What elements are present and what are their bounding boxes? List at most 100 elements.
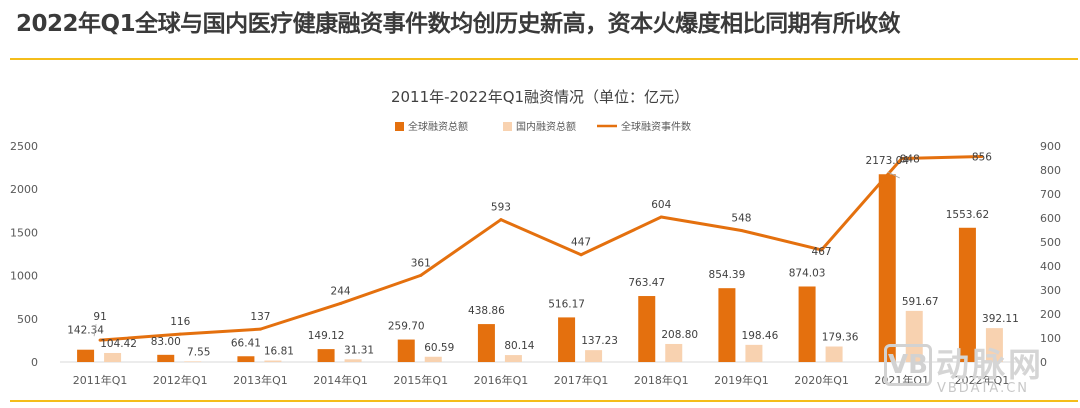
watermark-url: VBDATA.CN xyxy=(937,381,1030,396)
x-tick-label: 2015年Q1 xyxy=(393,373,448,387)
domestic-amount-bar xyxy=(504,355,522,362)
domestic-amount-bar xyxy=(905,310,923,362)
data-labels: 142.34 83.00 66.41 149.12 259.70 438.86 516.17… xyxy=(67,152,1019,359)
x-tick-label: 2022年Q1 xyxy=(955,373,1010,387)
x-tick-label: 2011年Q1 xyxy=(73,373,128,387)
event-count-label: 91 xyxy=(93,311,106,323)
legend-label: 全球融资事件数 xyxy=(621,120,691,133)
event-count-point xyxy=(900,156,904,160)
global-amount-bar xyxy=(878,174,896,362)
global-amount-bar xyxy=(958,227,976,362)
chart-axes: 0 500 1000 1500 2000 2500 0 100 200 300 400 500 600 7… xyxy=(10,140,1061,387)
domestic-amount-bar xyxy=(184,361,202,362)
legend-swatch xyxy=(503,122,512,131)
y-right-tick: 700 xyxy=(1040,188,1061,201)
domestic-amount-series xyxy=(104,310,1003,362)
event-count-point xyxy=(980,155,984,159)
event-count-point xyxy=(659,215,663,219)
legend-label: 国内融资总额 xyxy=(516,120,576,133)
event-count-label: 848 xyxy=(900,153,920,165)
event-count-point xyxy=(579,253,583,257)
event-count-label: 593 xyxy=(491,202,511,214)
event-count-point xyxy=(339,301,343,305)
bottom-accent-rule xyxy=(10,400,1078,402)
event-count-label: 137 xyxy=(250,311,270,323)
page-headline: 2022年Q1全球与国内医疗健康融资事件数均创历史新高，资本火爆度相比同期有所收… xyxy=(16,11,901,37)
legend-swatch xyxy=(395,122,404,131)
y-right-tick: 400 xyxy=(1040,260,1061,273)
event-count-label: 467 xyxy=(812,246,832,258)
global-amount-label: 516.17 xyxy=(548,298,585,310)
y-left-tick: 2000 xyxy=(10,183,38,196)
event-count-point xyxy=(820,248,824,252)
global-amount-bar xyxy=(798,286,816,362)
event-count-point xyxy=(739,228,743,232)
global-amount-bar xyxy=(157,354,175,362)
global-amount-label: 83.00 xyxy=(151,336,181,348)
global-amount-label: 2173.04 xyxy=(866,155,910,167)
global-amount-bar xyxy=(77,349,95,362)
x-tick-label: 2018年Q1 xyxy=(634,373,689,387)
x-tick-label: 2014年Q1 xyxy=(313,373,368,387)
global-amount-bar xyxy=(317,349,335,362)
label-leader-line xyxy=(93,324,97,337)
global-amount-label: 66.41 xyxy=(231,337,261,349)
event-count-label: 361 xyxy=(411,257,431,269)
event-count-point xyxy=(98,338,102,342)
domestic-amount-label: 179.36 xyxy=(822,332,859,344)
y-right-tick: 600 xyxy=(1040,212,1061,225)
event-count-label: 856 xyxy=(972,152,992,164)
event-count-point xyxy=(499,218,503,222)
global-amount-label: 142.34 xyxy=(67,325,104,337)
y-left-tick: 1000 xyxy=(10,270,38,283)
y-left-tick: 2500 xyxy=(10,140,38,153)
domestic-amount-bar xyxy=(104,352,122,362)
x-tick-label: 2016年Q1 xyxy=(474,373,529,387)
domestic-amount-label: 137.23 xyxy=(581,335,618,347)
global-amount-bar xyxy=(718,288,736,362)
x-tick-label: 2013年Q1 xyxy=(233,373,288,387)
global-amount-bar xyxy=(397,339,415,362)
event-count-label: 116 xyxy=(170,316,190,328)
label-leader-line xyxy=(887,171,900,179)
domestic-amount-bar xyxy=(745,344,763,362)
y-left-tick: 0 xyxy=(31,356,38,369)
domestic-amount-bar xyxy=(825,346,843,362)
domestic-amount-bar xyxy=(585,350,603,362)
global-amount-bar xyxy=(558,317,576,362)
y-right-tick: 500 xyxy=(1040,236,1061,249)
domestic-amount-label: 392.11 xyxy=(982,313,1019,325)
x-tick-label: 2020年Q1 xyxy=(794,373,849,387)
y-right-tick: 900 xyxy=(1040,140,1061,153)
domestic-amount-label: 80.14 xyxy=(504,340,534,352)
global-amount-label: 259.70 xyxy=(388,321,425,333)
y-left-tick: 1500 xyxy=(10,226,38,239)
y-right-tick: 100 xyxy=(1040,332,1061,345)
y-right-tick: 800 xyxy=(1040,164,1061,177)
domestic-amount-bar xyxy=(424,356,442,362)
chart-title: 2011年-2022年Q1融资情况（单位：亿元） xyxy=(391,88,689,106)
domestic-amount-label: 31.31 xyxy=(344,344,374,356)
domestic-amount-label: 208.80 xyxy=(661,329,698,341)
domestic-amount-label: 16.81 xyxy=(264,346,294,358)
event-count-label: 447 xyxy=(571,237,591,249)
x-tick-label: 2019年Q1 xyxy=(714,373,769,387)
global-amount-label: 149.12 xyxy=(308,330,345,342)
event-count-label: 548 xyxy=(731,212,751,224)
y-right-tick: 0 xyxy=(1040,356,1047,369)
top-accent-rule xyxy=(10,58,1078,60)
event-count-point xyxy=(178,332,182,336)
event-count-label: 244 xyxy=(331,285,351,297)
domestic-amount-label: 198.46 xyxy=(742,330,779,342)
event-count-point xyxy=(258,327,262,331)
global-amount-label: 854.39 xyxy=(709,269,746,281)
global-amount-bar xyxy=(477,324,495,362)
global-amount-label: 1553.62 xyxy=(946,209,989,221)
y-left-tick: 500 xyxy=(17,313,38,326)
watermark-logo: VB xyxy=(884,344,932,386)
domestic-amount-label: 591.67 xyxy=(902,296,939,308)
y-right-tick: 200 xyxy=(1040,308,1061,321)
domestic-amount-label: 60.59 xyxy=(424,342,454,354)
global-amount-label: 763.47 xyxy=(628,277,665,289)
